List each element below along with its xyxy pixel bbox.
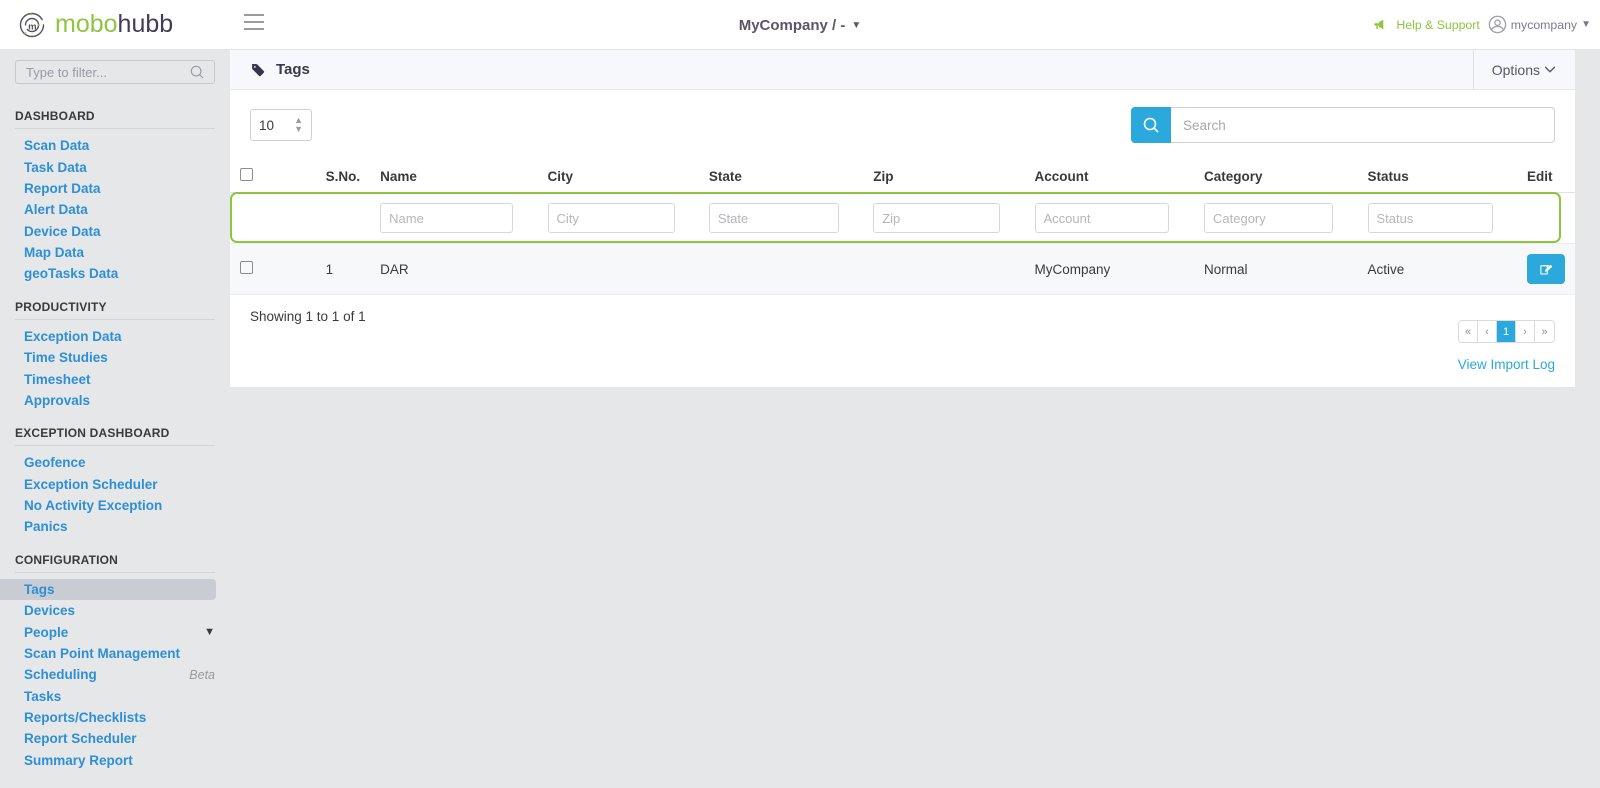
svg-text:m: m: [28, 21, 36, 32]
